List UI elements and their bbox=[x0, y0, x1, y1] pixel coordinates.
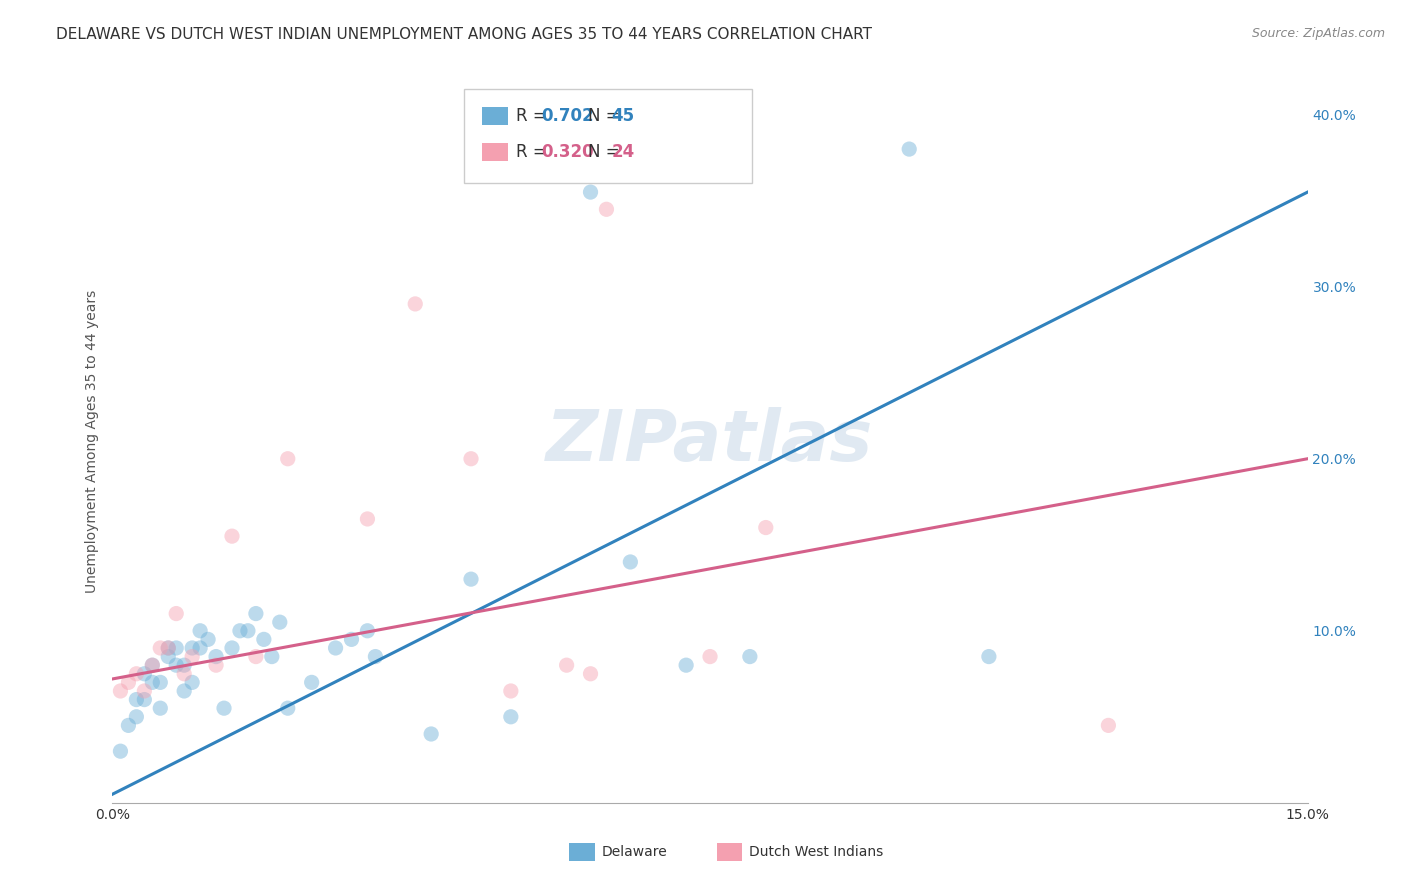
Point bbox=[755, 520, 778, 534]
Point bbox=[134, 692, 156, 706]
Point bbox=[125, 692, 148, 706]
Point bbox=[173, 684, 195, 698]
Point bbox=[110, 744, 132, 758]
Point bbox=[205, 658, 228, 673]
Point bbox=[675, 658, 697, 673]
Point bbox=[141, 658, 163, 673]
Point bbox=[212, 701, 235, 715]
Point bbox=[110, 684, 132, 698]
Text: N =: N = bbox=[588, 107, 624, 125]
Point bbox=[356, 512, 378, 526]
Point bbox=[253, 632, 276, 647]
Point bbox=[579, 185, 602, 199]
Point bbox=[165, 640, 187, 655]
Y-axis label: Unemployment Among Ages 35 to 44 years: Unemployment Among Ages 35 to 44 years bbox=[84, 290, 98, 593]
Point bbox=[245, 607, 267, 621]
Point bbox=[619, 555, 641, 569]
Point bbox=[1097, 718, 1119, 732]
Point bbox=[157, 640, 180, 655]
Text: R =: R = bbox=[516, 143, 553, 161]
Point bbox=[149, 640, 172, 655]
Point bbox=[157, 649, 180, 664]
Point bbox=[157, 640, 180, 655]
Text: Delaware: Delaware bbox=[602, 845, 668, 859]
Point bbox=[260, 649, 283, 664]
Text: R =: R = bbox=[516, 107, 553, 125]
Point bbox=[221, 640, 243, 655]
Point bbox=[134, 666, 156, 681]
Point bbox=[738, 649, 761, 664]
Point bbox=[898, 142, 921, 156]
Point bbox=[181, 640, 204, 655]
Point bbox=[181, 649, 204, 664]
Point bbox=[173, 658, 195, 673]
Text: DELAWARE VS DUTCH WEST INDIAN UNEMPLOYMENT AMONG AGES 35 TO 44 YEARS CORRELATION: DELAWARE VS DUTCH WEST INDIAN UNEMPLOYME… bbox=[56, 27, 872, 42]
Text: ZIPatlas: ZIPatlas bbox=[547, 407, 873, 476]
Point bbox=[555, 658, 578, 673]
Point bbox=[181, 675, 204, 690]
Point bbox=[141, 658, 163, 673]
Point bbox=[229, 624, 252, 638]
Text: 45: 45 bbox=[612, 107, 634, 125]
Text: 24: 24 bbox=[612, 143, 636, 161]
Point bbox=[499, 684, 522, 698]
Point bbox=[460, 451, 482, 466]
Point bbox=[149, 675, 172, 690]
Point bbox=[460, 572, 482, 586]
Point bbox=[165, 658, 187, 673]
Point bbox=[499, 710, 522, 724]
Text: Dutch West Indians: Dutch West Indians bbox=[749, 845, 883, 859]
Point bbox=[134, 684, 156, 698]
Point bbox=[117, 675, 139, 690]
Point bbox=[579, 666, 602, 681]
Point bbox=[595, 202, 617, 217]
Point bbox=[173, 666, 195, 681]
Point bbox=[364, 649, 387, 664]
Text: N =: N = bbox=[588, 143, 624, 161]
Point bbox=[221, 529, 243, 543]
Point bbox=[356, 624, 378, 638]
Point bbox=[269, 615, 291, 630]
Text: 0.320: 0.320 bbox=[541, 143, 593, 161]
Point bbox=[301, 675, 323, 690]
Text: Source: ZipAtlas.com: Source: ZipAtlas.com bbox=[1251, 27, 1385, 40]
Point bbox=[236, 624, 259, 638]
Point bbox=[420, 727, 443, 741]
Point bbox=[188, 624, 211, 638]
Point bbox=[188, 640, 211, 655]
Point bbox=[165, 607, 187, 621]
Point bbox=[141, 675, 163, 690]
Point bbox=[149, 701, 172, 715]
Text: 0.702: 0.702 bbox=[541, 107, 593, 125]
Point bbox=[340, 632, 363, 647]
Point bbox=[277, 451, 299, 466]
Point bbox=[197, 632, 219, 647]
Point bbox=[977, 649, 1000, 664]
Point bbox=[205, 649, 228, 664]
Point bbox=[245, 649, 267, 664]
Point bbox=[277, 701, 299, 715]
Point bbox=[125, 666, 148, 681]
Point bbox=[117, 718, 139, 732]
Point bbox=[125, 710, 148, 724]
Point bbox=[404, 297, 426, 311]
Point bbox=[699, 649, 721, 664]
Point bbox=[325, 640, 347, 655]
